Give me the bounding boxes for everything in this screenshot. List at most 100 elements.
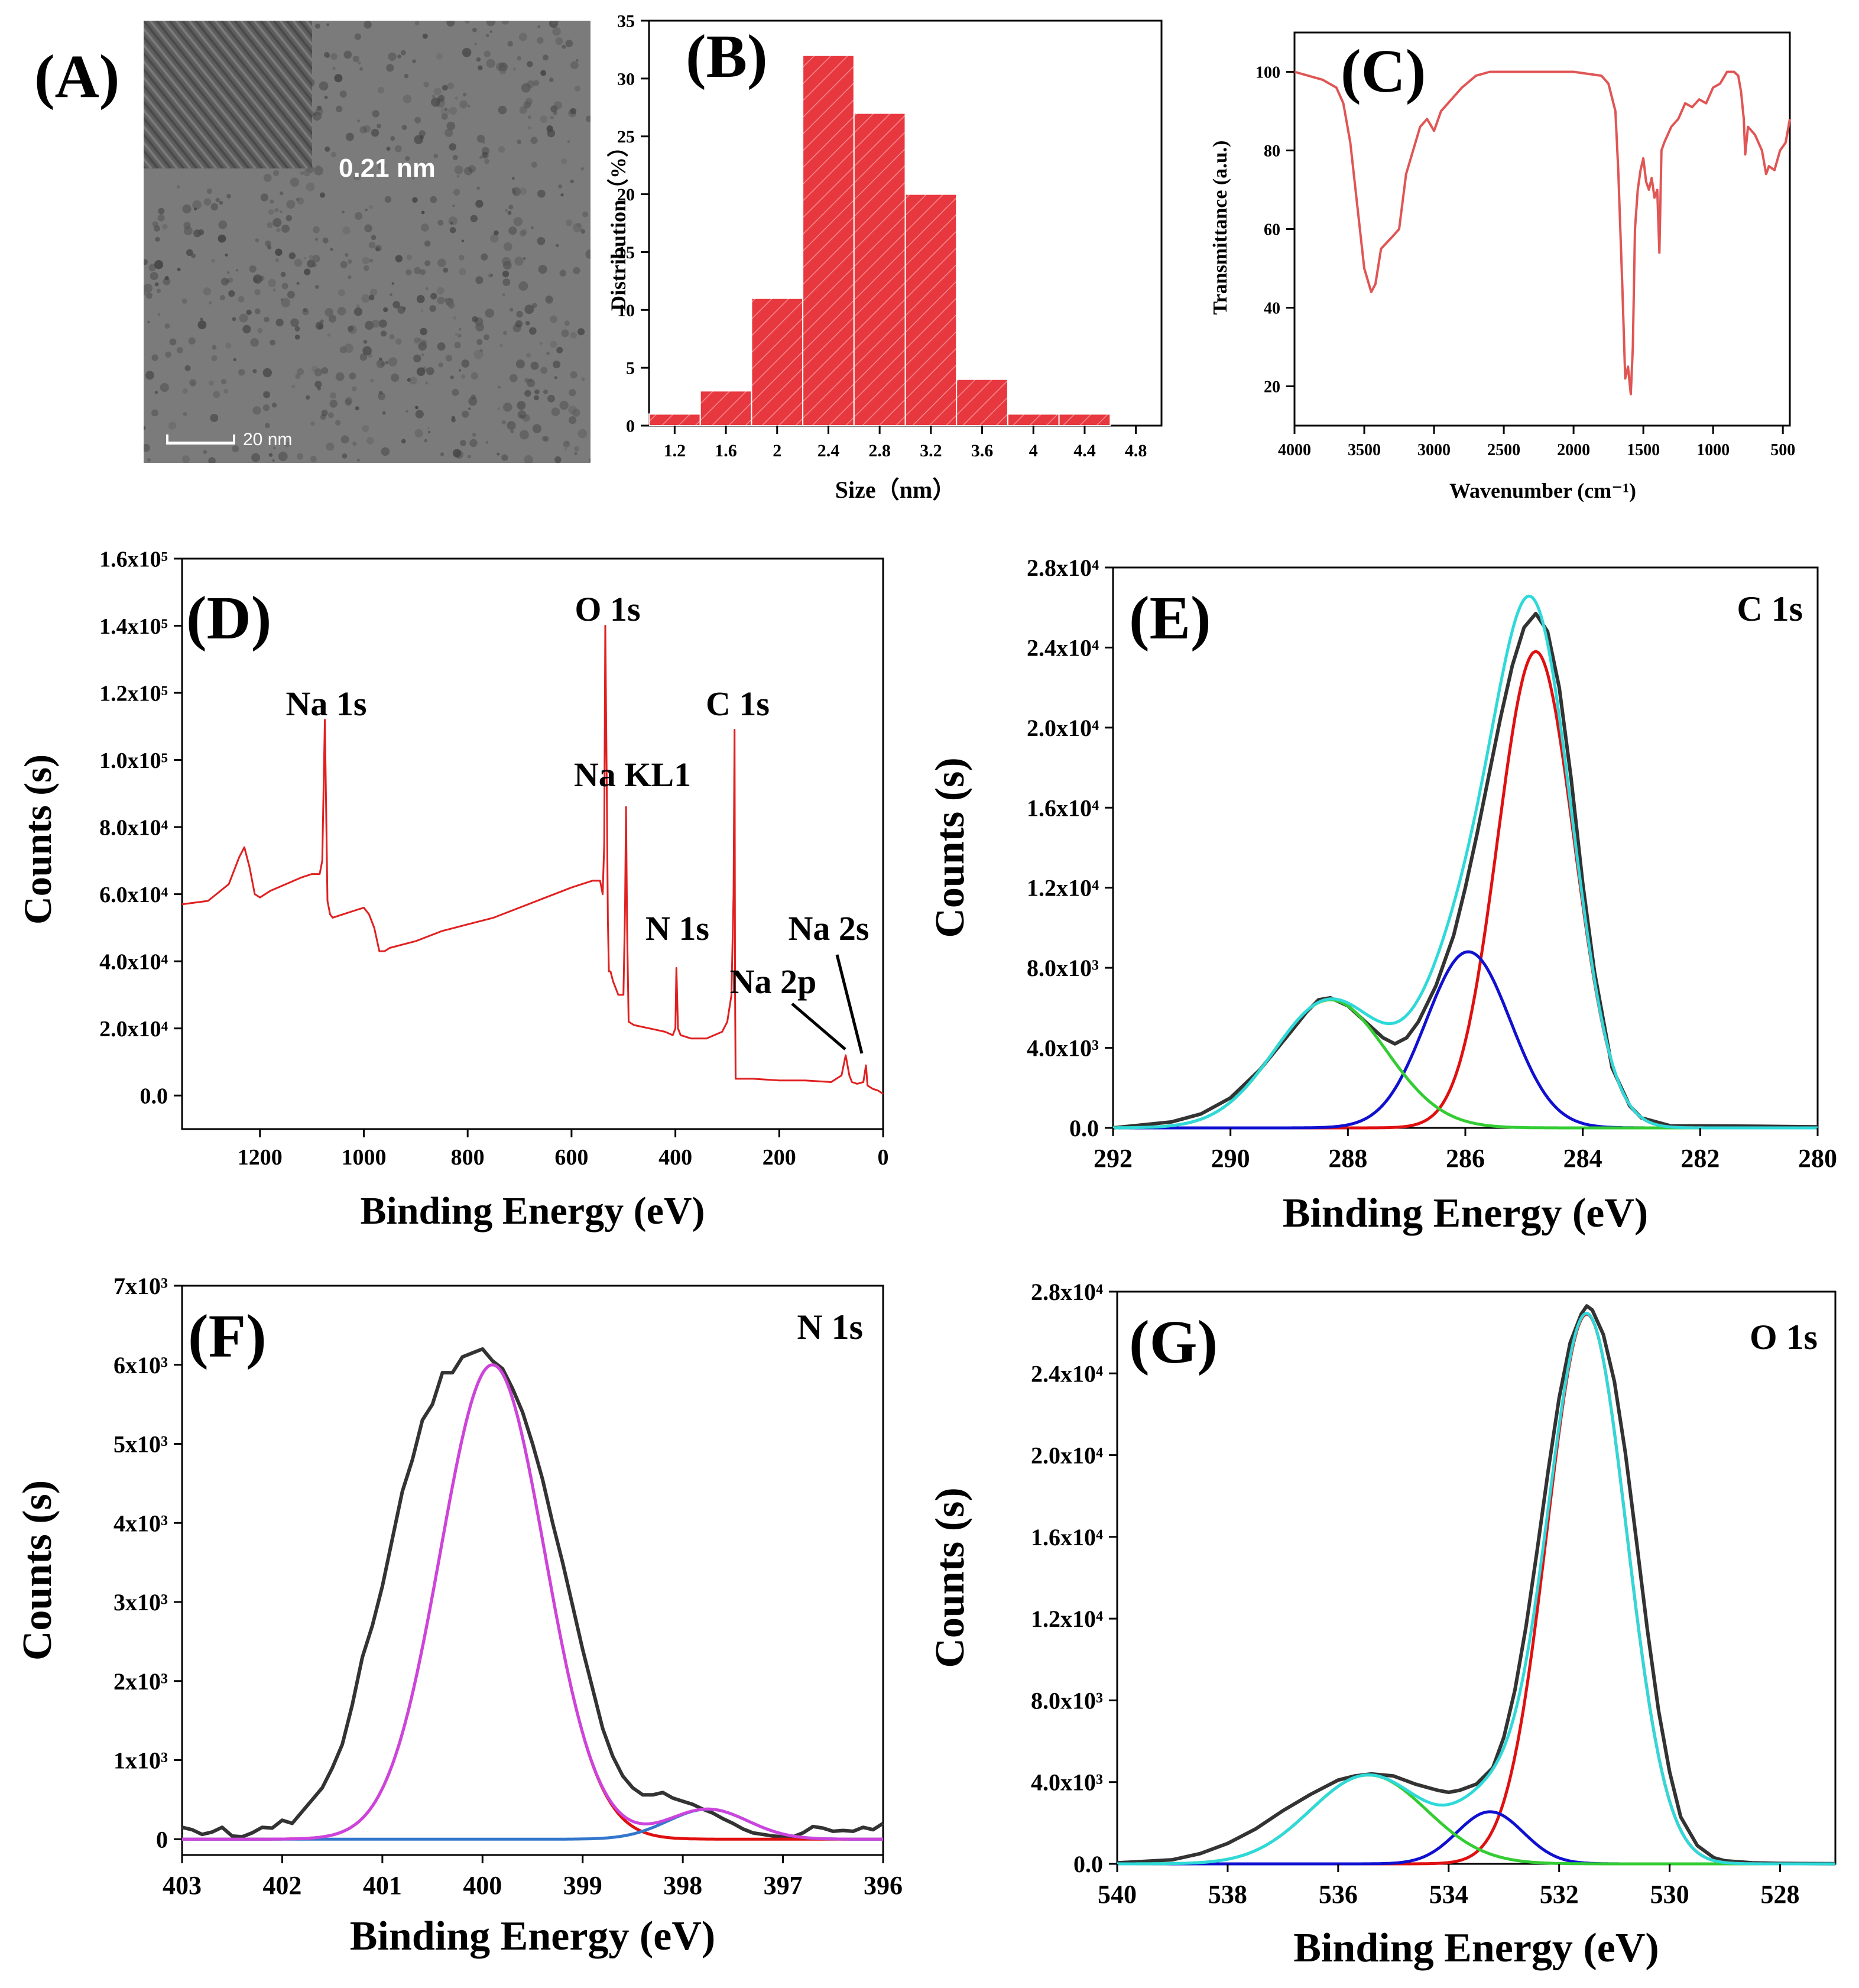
nanoparticle-dot bbox=[150, 272, 158, 280]
histogram-bar bbox=[699, 390, 752, 426]
nanoparticle-dot bbox=[203, 287, 212, 296]
nanoparticle-dot bbox=[446, 21, 455, 27]
nanoparticle-dot bbox=[369, 288, 378, 296]
lattice-fringe bbox=[144, 108, 192, 168]
nanoparticle-dot bbox=[551, 21, 559, 25]
ftir-x-tick-label: 3000 bbox=[1417, 441, 1451, 459]
nanoparticle-dot bbox=[168, 421, 177, 430]
nanoparticle-dot bbox=[475, 322, 484, 332]
nanoparticle-dot bbox=[544, 436, 550, 442]
nanoparticle-dot bbox=[452, 388, 459, 396]
nanoparticle-dot bbox=[580, 229, 585, 234]
f-y-tick-label: 0 bbox=[156, 1826, 168, 1853]
nanoparticle-dot bbox=[531, 226, 534, 229]
nanoparticle-dot bbox=[362, 425, 369, 432]
f-x-tick-label: 403 bbox=[163, 1871, 202, 1900]
histogram-bar bbox=[853, 112, 906, 427]
histogram-bar bbox=[956, 378, 1008, 427]
nanoparticle-dot bbox=[162, 224, 168, 230]
nanoparticle-dot bbox=[532, 424, 542, 433]
nanoparticle-dot bbox=[271, 403, 277, 408]
nanoparticle-dot bbox=[330, 392, 337, 399]
e-x-tick-label: 288 bbox=[1328, 1144, 1367, 1173]
g-y-tick-label: 2.0x10⁴ bbox=[1031, 1442, 1103, 1469]
nanoparticle-dot bbox=[405, 155, 410, 161]
lattice-fringe bbox=[259, 21, 312, 87]
scale-bar bbox=[166, 442, 235, 445]
f-y-axis-label: Counts (s) bbox=[15, 1480, 60, 1661]
g-x-tick-label: 528 bbox=[1761, 1880, 1800, 1909]
lattice-fringe bbox=[181, 21, 302, 168]
nanoparticle-dot bbox=[312, 111, 322, 121]
panel-label-d: (D) bbox=[186, 584, 271, 652]
nanoparticle-dot bbox=[420, 309, 424, 312]
nanoparticle-dot bbox=[345, 398, 352, 406]
nanoparticle-dot bbox=[481, 151, 489, 159]
nanoparticle-dot bbox=[296, 197, 300, 202]
nanoparticle-dot bbox=[255, 238, 259, 242]
lattice-fringe bbox=[214, 21, 312, 144]
nanoparticle-dot bbox=[422, 33, 428, 39]
nanoparticle-dot bbox=[429, 305, 436, 312]
nanoparticle-dot bbox=[263, 174, 272, 182]
nanoparticle-dot bbox=[154, 391, 158, 394]
nanoparticle-dot bbox=[307, 260, 315, 268]
nanoparticle-dot bbox=[576, 223, 581, 228]
nanoparticle-dot bbox=[568, 406, 577, 414]
survey-x-tick-label: 600 bbox=[554, 1145, 588, 1170]
nanoparticle-dot bbox=[144, 285, 148, 293]
nanoparticle-dot bbox=[273, 170, 280, 176]
e-core-level-title: C 1s bbox=[1737, 589, 1803, 628]
nanoparticle-dot bbox=[550, 340, 557, 348]
nanoparticle-dot bbox=[472, 27, 477, 33]
ftir-y-tick-label: 80 bbox=[1264, 142, 1280, 160]
nanoparticle-dot bbox=[517, 401, 526, 410]
f-y-tick-label: 2x10³ bbox=[113, 1668, 168, 1695]
nanoparticle-dot bbox=[519, 187, 527, 195]
nanoparticle-dot bbox=[511, 187, 516, 192]
nanoparticle-dot bbox=[437, 219, 444, 226]
nanoparticle-dot bbox=[560, 158, 567, 164]
nanoparticle-dot bbox=[452, 449, 462, 458]
ftir-x-axis-label: Wavenumber (cm⁻¹) bbox=[1449, 479, 1636, 502]
survey-x-tick-label: 400 bbox=[658, 1145, 692, 1170]
nanoparticle-dot bbox=[233, 358, 236, 361]
nanoparticle-dot bbox=[388, 52, 397, 61]
nanoparticle-dot bbox=[378, 162, 386, 170]
nanoparticle-dot bbox=[280, 191, 284, 196]
nanoparticle-dot bbox=[362, 257, 369, 265]
nanoparticle-dot bbox=[475, 200, 484, 208]
lattice-fringe bbox=[279, 21, 312, 63]
e-y-tick-label: 8.0x10³ bbox=[1027, 955, 1099, 981]
nanoparticle-dot bbox=[144, 443, 150, 452]
nanoparticle-dot bbox=[540, 115, 548, 124]
nanoparticle-dot bbox=[334, 74, 343, 83]
nanoparticle-dot bbox=[227, 271, 230, 274]
nanoparticle-dot bbox=[515, 320, 523, 327]
e-y-tick-label: 1.2x10⁴ bbox=[1027, 875, 1099, 901]
nanoparticle-dot bbox=[325, 308, 334, 317]
nanoparticle-dot bbox=[366, 437, 374, 445]
g-raw-data-line bbox=[1117, 1304, 1836, 1866]
nanoparticle-dot bbox=[345, 253, 349, 257]
lattice-fringe bbox=[233, 21, 312, 119]
lattice-spacing-label: 0.21 nm bbox=[339, 154, 436, 183]
nanoparticle-dot bbox=[228, 277, 233, 283]
nanoparticle-dot bbox=[553, 111, 557, 115]
nanoparticle-dot bbox=[530, 137, 538, 144]
nanoparticle-dot bbox=[390, 136, 395, 141]
histogram-x-tick-label: 4.8 bbox=[1125, 441, 1147, 460]
e-x-tick-label: 290 bbox=[1211, 1144, 1250, 1173]
nanoparticle-dot bbox=[278, 452, 288, 462]
nanoparticle-dot bbox=[423, 82, 429, 87]
nanoparticle-dot bbox=[348, 325, 357, 335]
e-y-tick-label: 2.0x10⁴ bbox=[1027, 715, 1099, 741]
nanoparticle-dot bbox=[424, 439, 427, 443]
nanoparticle-dot bbox=[519, 106, 527, 114]
nanoparticle-dot bbox=[355, 212, 363, 220]
nanoparticle-dot bbox=[147, 458, 151, 462]
g-y-tick-label: 4.0x10³ bbox=[1031, 1769, 1103, 1796]
nanoparticle-dot bbox=[401, 125, 407, 131]
nanoparticle-dot bbox=[485, 309, 494, 318]
nanoparticle-dot bbox=[503, 242, 512, 251]
